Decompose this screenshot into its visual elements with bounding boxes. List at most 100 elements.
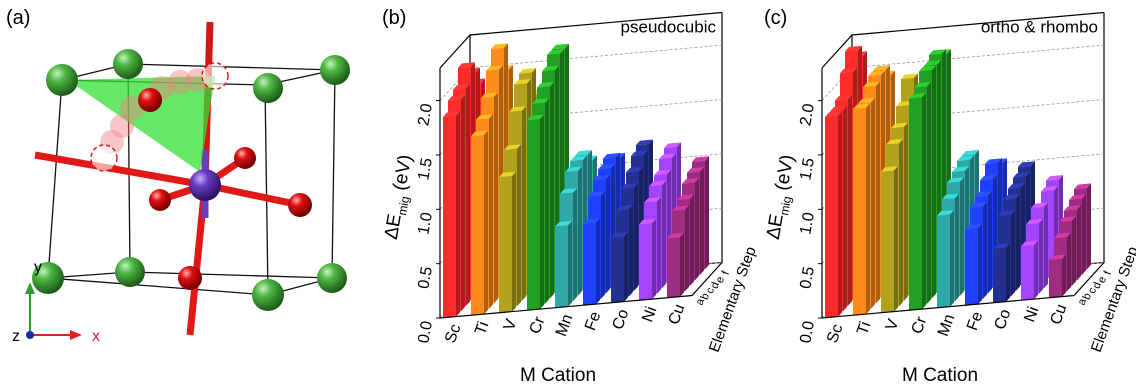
y-axis-title-unit: (eV)	[771, 153, 798, 192]
bar-side	[871, 98, 875, 309]
bar-side	[932, 66, 936, 299]
bar-side	[1039, 219, 1043, 294]
bar-side	[983, 202, 987, 299]
bar-side	[550, 82, 554, 298]
bar	[853, 108, 866, 316]
x-tick-label: Co	[991, 307, 1014, 332]
x-tick-label: Sc	[824, 322, 846, 345]
x-axis-title: M Cation	[520, 365, 596, 386]
y-axis-title-sub: mig	[395, 195, 412, 216]
bar	[881, 171, 894, 314]
bar-side	[624, 232, 628, 302]
bar-side	[512, 172, 516, 312]
x-tick-label: Ti	[472, 320, 492, 338]
bar-side	[685, 205, 689, 291]
y-axis-title-main: ΔE	[763, 212, 788, 241]
bar-side	[494, 92, 498, 303]
z-tick-label: f	[720, 269, 733, 277]
x-tick-label: Fe	[582, 309, 604, 332]
bar-side	[927, 82, 931, 304]
bar-side	[899, 139, 903, 306]
bar-side	[601, 191, 605, 299]
bar-side	[540, 115, 544, 310]
x-tick-label: Fe	[964, 309, 986, 332]
z-tick-label: f	[1102, 269, 1115, 277]
x-tick-label: Sc	[442, 322, 464, 345]
x-tick-label: Cu	[665, 302, 688, 327]
chart-title: pseudocubic	[621, 18, 717, 37]
y-tick-label: 0.5	[797, 265, 818, 290]
bar	[1021, 245, 1034, 301]
bar	[639, 223, 652, 300]
x-tick-label: Cr	[909, 314, 931, 336]
bar-side	[596, 218, 600, 304]
panel-label: (c)	[764, 7, 787, 29]
bar-side	[950, 210, 954, 307]
x-tick-label: Ti	[854, 320, 874, 338]
bar-side	[1062, 254, 1066, 296]
bar-side	[629, 205, 633, 296]
bar-side	[484, 131, 488, 315]
bar-side	[545, 98, 549, 303]
bar-side	[904, 123, 908, 301]
bar	[825, 116, 838, 318]
y-tick-label: 0.0	[797, 320, 818, 345]
bar-side	[517, 144, 521, 306]
bar-side	[876, 82, 880, 304]
bar-side	[1072, 216, 1076, 286]
bar-side	[1087, 183, 1091, 269]
bar	[1049, 259, 1062, 298]
bar	[443, 116, 456, 318]
bar-side	[652, 219, 656, 299]
bar-side	[461, 95, 465, 311]
axis-label-y: y	[34, 259, 42, 276]
y-axis-title: ΔEmig(eV)	[381, 153, 420, 241]
x-tick-label: Cr	[527, 314, 549, 336]
bar-side	[568, 221, 572, 307]
x-tick-label: Co	[609, 307, 632, 332]
y-axis-title-unit: (eV)	[389, 153, 416, 192]
bar-side	[456, 111, 460, 316]
bar-side	[1044, 202, 1048, 288]
bar-side	[578, 166, 582, 295]
bar	[583, 223, 596, 306]
bar	[555, 225, 568, 308]
bar-side	[922, 93, 926, 309]
bar-side	[978, 224, 982, 304]
bar-side	[705, 156, 709, 269]
x-tick-label: Ni	[1021, 305, 1042, 325]
bar-side	[988, 191, 992, 293]
z-axis-title: Elementary Step	[1088, 244, 1136, 354]
bar	[909, 97, 922, 310]
bar-side	[1034, 241, 1038, 300]
bar-side	[1067, 233, 1071, 292]
bar-side	[662, 181, 666, 289]
y-tick-label: 1.5	[415, 157, 436, 182]
panel-label: (b)	[382, 7, 406, 29]
bar-side	[1011, 210, 1015, 296]
bar	[471, 135, 484, 316]
bar	[499, 176, 512, 313]
bar-side	[573, 188, 577, 301]
x-tick-label: Mn	[935, 312, 959, 339]
x-axis-title: M Cation	[902, 365, 978, 386]
axis-label-z: z	[12, 328, 20, 345]
bar-side	[466, 84, 470, 306]
bar	[611, 237, 624, 303]
y-axis-title-sub: mig	[777, 195, 794, 216]
x-tick-label: Mn	[553, 312, 577, 339]
bar-side	[489, 114, 493, 309]
bar	[527, 119, 540, 310]
z-axis-title: Elementary Step	[706, 244, 760, 354]
bar-side	[690, 195, 694, 286]
bar-side	[960, 177, 964, 295]
bar-side	[848, 95, 852, 306]
bar-side	[695, 178, 699, 280]
y-tick-label: 1.5	[797, 157, 818, 182]
bar-side	[866, 103, 870, 314]
axis-label-x: x	[92, 328, 100, 345]
x-tick-label: Ni	[639, 305, 660, 325]
bar-side	[838, 111, 842, 316]
bar	[937, 214, 950, 308]
